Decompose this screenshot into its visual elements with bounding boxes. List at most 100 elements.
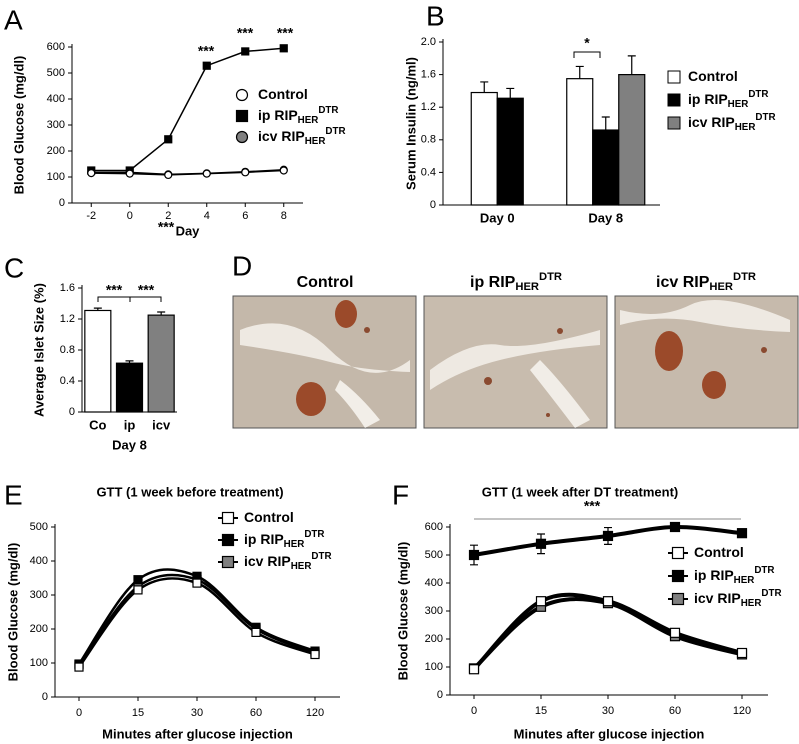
name-text: icv RIP (258, 128, 305, 144)
name-subscript: HER (515, 281, 539, 293)
legend-marker (667, 70, 681, 84)
image-vessel (335, 380, 380, 428)
name-superscript: DTR (318, 105, 338, 116)
series-line (91, 169, 284, 176)
x-tick-label: 4 (204, 210, 210, 222)
annotation: *** (237, 25, 254, 41)
y-tick-label: 0 (42, 691, 48, 703)
name-superscript: DTR (325, 126, 345, 137)
x-tick-label: Day 0 (480, 210, 515, 225)
image-vessel (530, 360, 590, 428)
x-tick-label: 120 (733, 705, 751, 717)
x-tick-label: 60 (669, 705, 681, 717)
panel-letter: C (4, 252, 24, 283)
name-text: icv RIP (688, 114, 735, 130)
y-tick-label: 0 (430, 199, 436, 211)
bar (496, 97, 524, 206)
y-tick-label: 500 (425, 549, 443, 561)
y-tick-label: 0 (437, 689, 443, 701)
y-tick-label: 500 (47, 67, 65, 79)
data-point (602, 596, 614, 607)
bar (618, 73, 646, 206)
y-tick-label: 1.2 (421, 101, 436, 113)
x-tick-label: 60 (250, 707, 262, 719)
y-tick-label: 100 (30, 657, 48, 669)
islet (296, 382, 326, 416)
bar (566, 78, 594, 206)
annotation: *** (277, 25, 294, 41)
x-tick-label: Co (89, 417, 106, 432)
annotation: *** (106, 282, 123, 298)
legend-label: Control (244, 509, 294, 525)
y-axis-label: Blood Glucose (mg/dl) (5, 543, 20, 682)
y-tick-label: 600 (47, 41, 65, 53)
legend-label: icv RIPHERDTR (258, 126, 346, 147)
legend-marker (667, 93, 681, 107)
legend-label: ip RIPHERDTR (694, 565, 775, 586)
data-point (164, 135, 173, 144)
data-point (202, 61, 211, 70)
image-title: Control (297, 274, 354, 291)
islet (655, 331, 683, 371)
x-tick-label: 8 (281, 210, 287, 222)
x-axis-label: Minutes after glucose injection (514, 726, 705, 741)
y-tick-label: 0 (59, 197, 65, 209)
data-point (535, 538, 547, 549)
data-point (279, 44, 288, 53)
name-subscript: HER (284, 539, 305, 550)
name-superscript: DTR (733, 271, 756, 283)
legend-marker (671, 569, 685, 583)
name-text: Control (694, 544, 744, 560)
name-subscript: HER (735, 122, 756, 133)
name-superscript: DTR (755, 112, 775, 123)
name-superscript: DTR (754, 565, 774, 576)
legend-label: ip RIPHERDTR (244, 529, 325, 550)
data-point (602, 530, 614, 542)
error-bar (627, 55, 636, 75)
data-point (736, 528, 748, 539)
data-point (310, 649, 320, 660)
y-tick-label: 300 (47, 119, 65, 131)
annotation: * (584, 35, 590, 51)
legend-marker (221, 555, 235, 569)
data-point (535, 596, 547, 607)
islet (546, 413, 550, 417)
data-point (87, 169, 96, 178)
x-tick-label: 30 (602, 705, 614, 717)
name-text: ip RIP (688, 91, 728, 107)
legend-label: Control (694, 544, 744, 560)
name-superscript: DTR (311, 551, 331, 562)
name-subscript: HER (709, 281, 733, 293)
panel-letter: E (4, 479, 23, 510)
name-superscript: DTR (539, 271, 562, 283)
bar (147, 314, 175, 413)
name-text: Control (688, 68, 738, 84)
legend-label: Control (688, 68, 738, 84)
annotation: *** (198, 43, 215, 59)
name-text: icv RIP (694, 590, 741, 606)
y-tick-label: 400 (30, 555, 48, 567)
x-axis-label: Day 8 (112, 437, 147, 452)
legend-label: ip RIPHERDTR (688, 89, 769, 110)
legend-marker (671, 546, 685, 560)
data-point (468, 664, 480, 675)
legend-label: icv RIPHERDTR (688, 112, 776, 133)
legend-marker (221, 511, 235, 525)
data-point (133, 575, 143, 585)
error-bar (506, 87, 515, 99)
legend-marker (221, 533, 235, 547)
image-title: icv RIPHERDTR (656, 271, 756, 293)
name-text: Control (258, 86, 308, 102)
legend-marker (667, 116, 681, 130)
x-tick-label: 15 (132, 707, 144, 719)
y-tick-label: 200 (47, 145, 65, 157)
micrograph-icv (614, 295, 799, 429)
legend-marker (671, 592, 685, 606)
image-vessel (430, 330, 600, 390)
data-point (74, 662, 84, 672)
x-axis-label: Day (176, 223, 201, 238)
data-point (164, 170, 173, 180)
data-point (241, 168, 250, 177)
y-tick-label: 100 (425, 661, 443, 673)
name-subscript: HER (728, 99, 749, 110)
